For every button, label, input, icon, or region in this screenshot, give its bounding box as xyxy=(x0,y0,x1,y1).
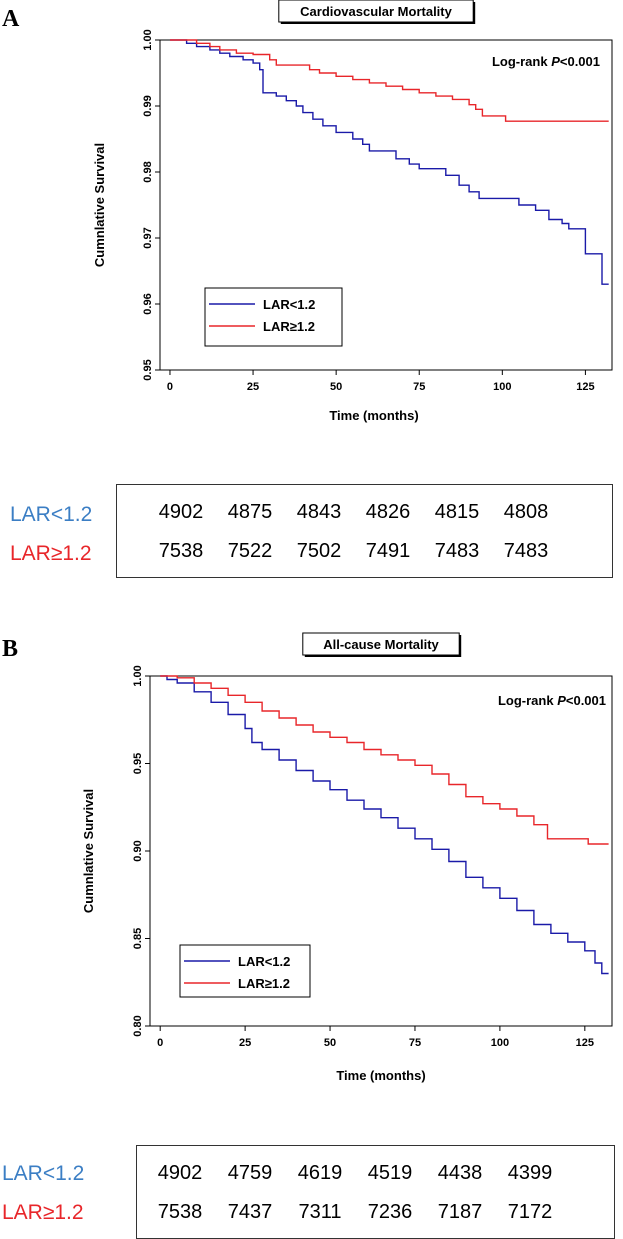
risk-row-lar-low: 4902 4759 4619 4519 4438 4399 xyxy=(137,1154,614,1192)
x-tick-label: 75 xyxy=(409,1037,421,1049)
risk-cell: 7236 xyxy=(367,1201,413,1223)
risk-label-lar-high: LAR≥1.2 xyxy=(10,542,92,565)
x-axis-label: Time (months) xyxy=(336,1068,425,1083)
risk-cell: 4759 xyxy=(227,1162,273,1184)
risk-cell: 4843 xyxy=(296,501,342,523)
y-axis-label: Cumnlative Survival xyxy=(92,143,107,267)
y-tick-label: 0.99 xyxy=(142,95,154,116)
y-tick-label: 0.85 xyxy=(132,928,144,949)
chart-title-box: All-cause Mortality xyxy=(302,632,462,657)
chart-title: Cardiovascular Mortality xyxy=(300,4,452,19)
risk-cell: 7483 xyxy=(503,540,549,562)
risk-cell: 7172 xyxy=(507,1201,553,1223)
y-tick-label: 0.90 xyxy=(132,840,144,861)
risk-cell: 7522 xyxy=(227,540,273,562)
risk-row-lar-high: 7538 7522 7502 7491 7483 7483 xyxy=(117,532,612,570)
y-tick-label: 0.96 xyxy=(142,293,154,314)
y-tick-label: 0.95 xyxy=(132,753,144,774)
risk-cell: 4902 xyxy=(158,501,204,523)
legend-box xyxy=(179,944,311,998)
risk-cell: 4875 xyxy=(227,501,273,523)
y-tick-label: 0.95 xyxy=(142,359,154,380)
risk-cell: 4438 xyxy=(437,1162,483,1184)
x-tick-label: 25 xyxy=(247,381,259,393)
panel-letter-a: A xyxy=(2,6,20,32)
title-box xyxy=(302,632,460,656)
log-rank-annotation: Log-rank P<0.001 xyxy=(492,54,600,69)
x-tick-label: 50 xyxy=(330,381,342,393)
risk-cell: 7437 xyxy=(227,1201,273,1223)
legend-label-lar-low: LAR<1.2 xyxy=(263,297,315,312)
annotation-prefix: Log-rank xyxy=(492,54,551,69)
series-line-lar-high xyxy=(170,39,609,122)
risk-cell: 7538 xyxy=(158,540,204,562)
risk-label-lar-low: LAR<1.2 xyxy=(2,1162,85,1185)
risk-cell: 7538 xyxy=(157,1201,203,1223)
x-tick-label: 100 xyxy=(493,381,511,393)
y-tick-label: 0.98 xyxy=(142,161,154,182)
risk-label-lar-high: LAR≥1.2 xyxy=(2,1201,84,1224)
annotation-value: <0.001 xyxy=(566,693,606,708)
title-box xyxy=(278,0,474,23)
risk-table-a: 4902 4875 4843 4826 4815 4808 7538 7522 … xyxy=(116,484,613,578)
legend-label-lar-low: LAR<1.2 xyxy=(238,954,290,969)
x-tick-label: 25 xyxy=(239,1037,251,1049)
annotation-p: P xyxy=(557,693,566,708)
panel-b: B All-cause Mortality 0.80 0.85 0.90 0.95 1.0… xyxy=(0,630,623,1239)
x-tick-label: 75 xyxy=(413,381,425,393)
risk-cell: 4902 xyxy=(157,1162,203,1184)
risk-label-lar-low: LAR<1.2 xyxy=(10,503,93,526)
x-tick-label: 125 xyxy=(576,381,594,393)
annotation-p: P xyxy=(551,54,560,69)
legend: LAR<1.2 LAR≥1.2 xyxy=(179,944,311,998)
x-axis-label: Time (months) xyxy=(329,408,418,423)
y-tick-label: 1.00 xyxy=(142,29,154,50)
series-line-lar-low xyxy=(170,39,609,285)
annotation-prefix: Log-rank xyxy=(498,693,557,708)
risk-cell: 4826 xyxy=(365,501,411,523)
x-tick-label: 0 xyxy=(157,1037,163,1049)
y-tick-label: 0.80 xyxy=(132,1015,144,1036)
legend-box xyxy=(204,287,343,347)
risk-cell: 4399 xyxy=(507,1162,553,1184)
risk-row-lar-low: 4902 4875 4843 4826 4815 4808 xyxy=(117,493,612,531)
risk-row-lar-high: 7538 7437 7311 7236 7187 7172 xyxy=(137,1193,614,1231)
risk-cell: 4808 xyxy=(503,501,549,523)
x-tick-label: 0 xyxy=(167,381,173,393)
y-tick-label: 0.97 xyxy=(142,227,154,248)
chart-title: All-cause Mortality xyxy=(323,637,439,652)
legend-label-lar-high: LAR≥1.2 xyxy=(238,976,290,991)
panel-letter-b: B xyxy=(2,636,19,662)
chart-b: All-cause Mortality 0.80 0.85 0.90 0.95 1.00 0… xyxy=(81,632,613,1083)
series-line-lar-low xyxy=(160,675,609,975)
legend: LAR<1.2 LAR≥1.2 xyxy=(204,287,343,347)
risk-cell: 7311 xyxy=(298,1201,342,1223)
x-tick-label: 125 xyxy=(576,1037,594,1049)
chart-title-box: Cardiovascular Mortality xyxy=(278,0,476,24)
risk-cell: 4815 xyxy=(434,501,480,523)
x-tick-label: 100 xyxy=(491,1037,509,1049)
risk-cell: 7491 xyxy=(365,540,411,562)
risk-table-b: 4902 4759 4619 4519 4438 4399 7538 7437 … xyxy=(136,1145,615,1239)
chart-a: Cardiovascular Mortality 0.95 0.96 0.97 0.98… xyxy=(92,0,613,423)
series-line-lar-high xyxy=(160,675,609,845)
panel-a: A Cardiovascular Mortality 0.95 0.96 0.97 0.… xyxy=(0,0,623,600)
risk-cell: 4619 xyxy=(297,1162,343,1184)
risk-cell: 4519 xyxy=(367,1162,413,1184)
log-rank-annotation: Log-rank P<0.001 xyxy=(498,693,606,708)
risk-cell: 7502 xyxy=(296,540,342,562)
risk-cell: 7187 xyxy=(437,1201,483,1223)
risk-cell: 7483 xyxy=(434,540,480,562)
x-tick-label: 50 xyxy=(324,1037,336,1049)
y-axis-label: Cumnlative Survival xyxy=(81,789,96,913)
annotation-value: <0.001 xyxy=(560,54,600,69)
plot-frame xyxy=(159,39,613,371)
y-tick-label: 1.00 xyxy=(132,665,144,686)
legend-label-lar-high: LAR≥1.2 xyxy=(263,319,315,334)
